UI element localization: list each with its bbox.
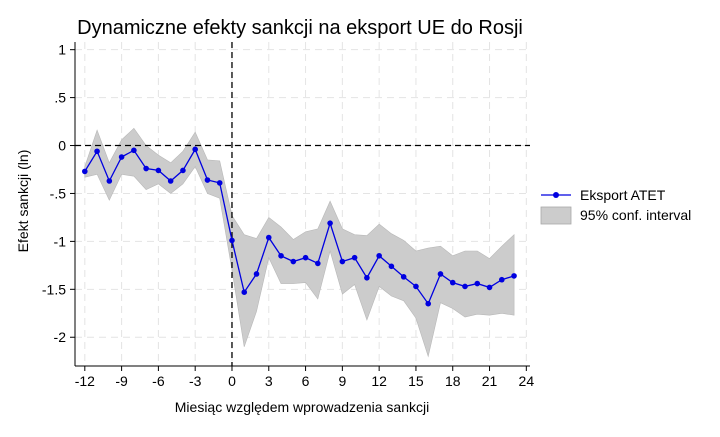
data-point — [388, 263, 395, 270]
data-point — [229, 237, 235, 244]
y-tick-label: 1 — [58, 42, 66, 58]
data-point — [253, 271, 260, 277]
reference-lines — [75, 42, 530, 366]
x-tick-label: 9 — [338, 373, 346, 389]
data-point — [437, 271, 444, 277]
legend-label-eksport-atet: Eksport ATET — [580, 187, 666, 203]
data-point — [449, 279, 456, 286]
data-point — [339, 258, 346, 265]
data-point — [413, 283, 419, 290]
x-tick-label: 21 — [482, 373, 498, 389]
data-point — [425, 300, 432, 307]
legend: Eksport ATET 95% conf. interval — [540, 187, 691, 225]
data-point — [376, 252, 382, 259]
chart-title: Dynamiczne efekty sankcji na eksport UE … — [77, 17, 523, 39]
data-point — [167, 178, 174, 184]
confidence-interval-band — [84, 127, 515, 358]
data-point — [474, 280, 481, 287]
legend-point-marker — [553, 192, 559, 198]
x-tick-label: 15 — [408, 373, 424, 389]
y-tick-label: -1.5 — [42, 281, 66, 297]
data-point — [302, 254, 309, 261]
y-tick-label: -1 — [54, 233, 67, 249]
data-point — [155, 167, 162, 174]
data-point — [82, 168, 88, 175]
data-point — [400, 274, 407, 280]
data-point — [265, 234, 272, 241]
y-tick-label: 0 — [58, 138, 66, 154]
x-tick-label: -12 — [75, 373, 95, 389]
data-point — [192, 146, 198, 153]
x-tick-label: 18 — [445, 373, 461, 389]
data-point — [351, 254, 358, 261]
data-point — [498, 276, 505, 283]
confidence-band-layer — [84, 127, 515, 358]
x-tick-label: -9 — [115, 373, 128, 389]
data-point — [204, 177, 211, 183]
data-point — [315, 260, 321, 267]
grid-lines — [75, 42, 530, 366]
y-axis-label: Efekt sankcji (ln) — [15, 150, 31, 253]
x-tick-label: 3 — [265, 373, 273, 389]
data-point — [278, 252, 284, 259]
x-tick-label: 0 — [228, 373, 236, 389]
data-point — [462, 283, 468, 290]
x-tick-label: 6 — [302, 373, 310, 389]
data-point — [94, 148, 100, 155]
y-tick-label: -.5 — [50, 185, 67, 201]
data-point — [486, 284, 493, 291]
y-tick-label: -2 — [54, 329, 67, 345]
x-tick-label: -3 — [189, 373, 202, 389]
x-axis-label: Miesiąc względem wprowadzenia sankcji — [175, 399, 429, 415]
data-point — [241, 289, 248, 295]
data-point — [327, 220, 333, 226]
series-points-layer — [82, 146, 517, 307]
axes: 1 .5 0 -.5 -1 -1.5 -2 -12 -9 -6 -3 0 3 6 9 12 15 18 21 24 — [42, 42, 534, 389]
data-point — [143, 165, 149, 172]
data-point — [290, 258, 297, 265]
data-point — [180, 167, 186, 174]
x-tick-label: 12 — [371, 373, 387, 389]
data-point — [511, 273, 517, 279]
data-point — [364, 275, 370, 281]
data-point — [216, 180, 223, 186]
data-point — [131, 147, 137, 154]
data-point — [106, 178, 113, 184]
legend-label-conf-interval: 95% conf. interval — [580, 207, 691, 223]
y-tick-label: .5 — [54, 90, 66, 106]
data-point — [118, 154, 125, 160]
x-tick-label: -6 — [152, 373, 165, 389]
legend-band-swatch — [540, 206, 572, 225]
x-tick-label: 24 — [519, 373, 535, 389]
